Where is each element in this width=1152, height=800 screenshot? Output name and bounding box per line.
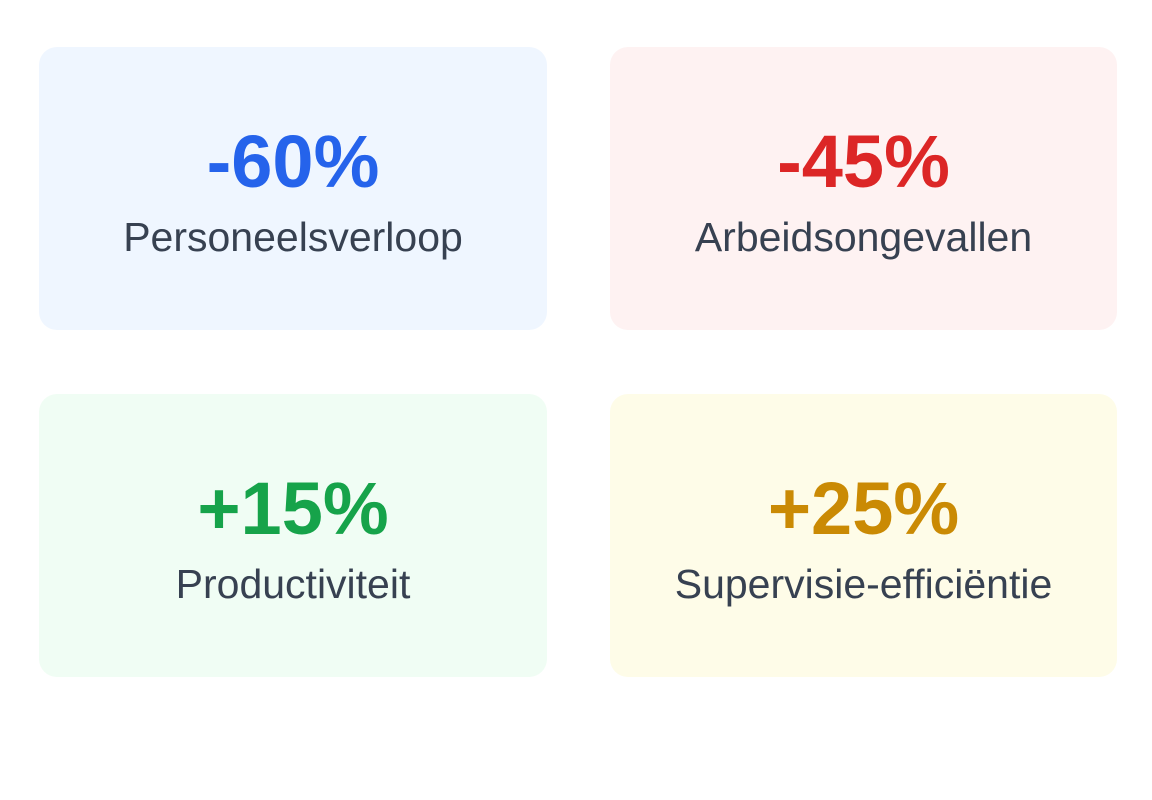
- stat-label: Productiviteit: [175, 561, 411, 607]
- stat-label: Supervisie-efficiëntie: [674, 561, 1053, 607]
- stat-value: -60%: [206, 120, 380, 203]
- stat-value: +15%: [197, 467, 389, 550]
- stat-card: -60% Personeelsverloop: [39, 47, 547, 330]
- stat-label: Personeelsverloop: [123, 214, 463, 260]
- stat-value: +25%: [767, 467, 960, 550]
- stat-label: Arbeidsongevallen: [694, 214, 1033, 260]
- stat-card: +25% Supervisie-efficiëntie: [610, 394, 1117, 677]
- stat-value: -45%: [777, 120, 950, 203]
- stats-grid: -60% Personeelsverloop -45% Arbeidsongevall…: [39, 47, 1117, 677]
- stat-card: -45% Arbeidsongevallen: [610, 47, 1117, 330]
- stat-card: +15% Productiviteit: [39, 394, 547, 677]
